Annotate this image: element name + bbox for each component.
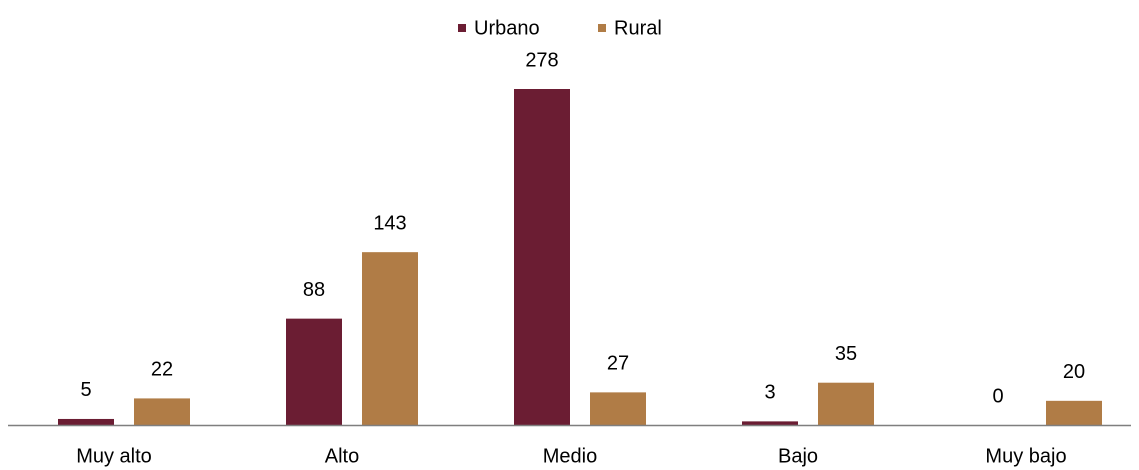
bar xyxy=(286,318,342,425)
legend-swatch xyxy=(598,24,606,32)
x-tick-label: Muy bajo xyxy=(985,445,1066,467)
x-tick-label: Alto xyxy=(325,445,359,467)
legend-label: Urbano xyxy=(474,17,540,39)
value-label: 27 xyxy=(607,353,629,375)
bar xyxy=(362,252,418,425)
x-tick-label: Medio xyxy=(543,445,597,467)
value-label: 278 xyxy=(525,49,558,71)
legend-swatch xyxy=(458,24,466,32)
value-label: 88 xyxy=(303,279,325,301)
bar xyxy=(58,418,114,425)
value-label: 35 xyxy=(835,343,857,365)
bar xyxy=(818,382,874,425)
value-label: 3 xyxy=(764,382,775,404)
value-label: 5 xyxy=(80,379,91,401)
value-label: 22 xyxy=(151,359,173,381)
bar xyxy=(1046,400,1102,425)
legend-label: Rural xyxy=(614,17,662,39)
bar xyxy=(590,392,646,425)
bar xyxy=(742,421,798,425)
bar xyxy=(134,398,190,425)
value-label: 0 xyxy=(992,385,1003,407)
x-tick-label: Muy alto xyxy=(76,445,152,467)
value-label: 20 xyxy=(1063,361,1085,383)
value-label: 143 xyxy=(373,212,406,234)
x-tick-label: Bajo xyxy=(778,445,818,467)
bar xyxy=(514,89,570,425)
